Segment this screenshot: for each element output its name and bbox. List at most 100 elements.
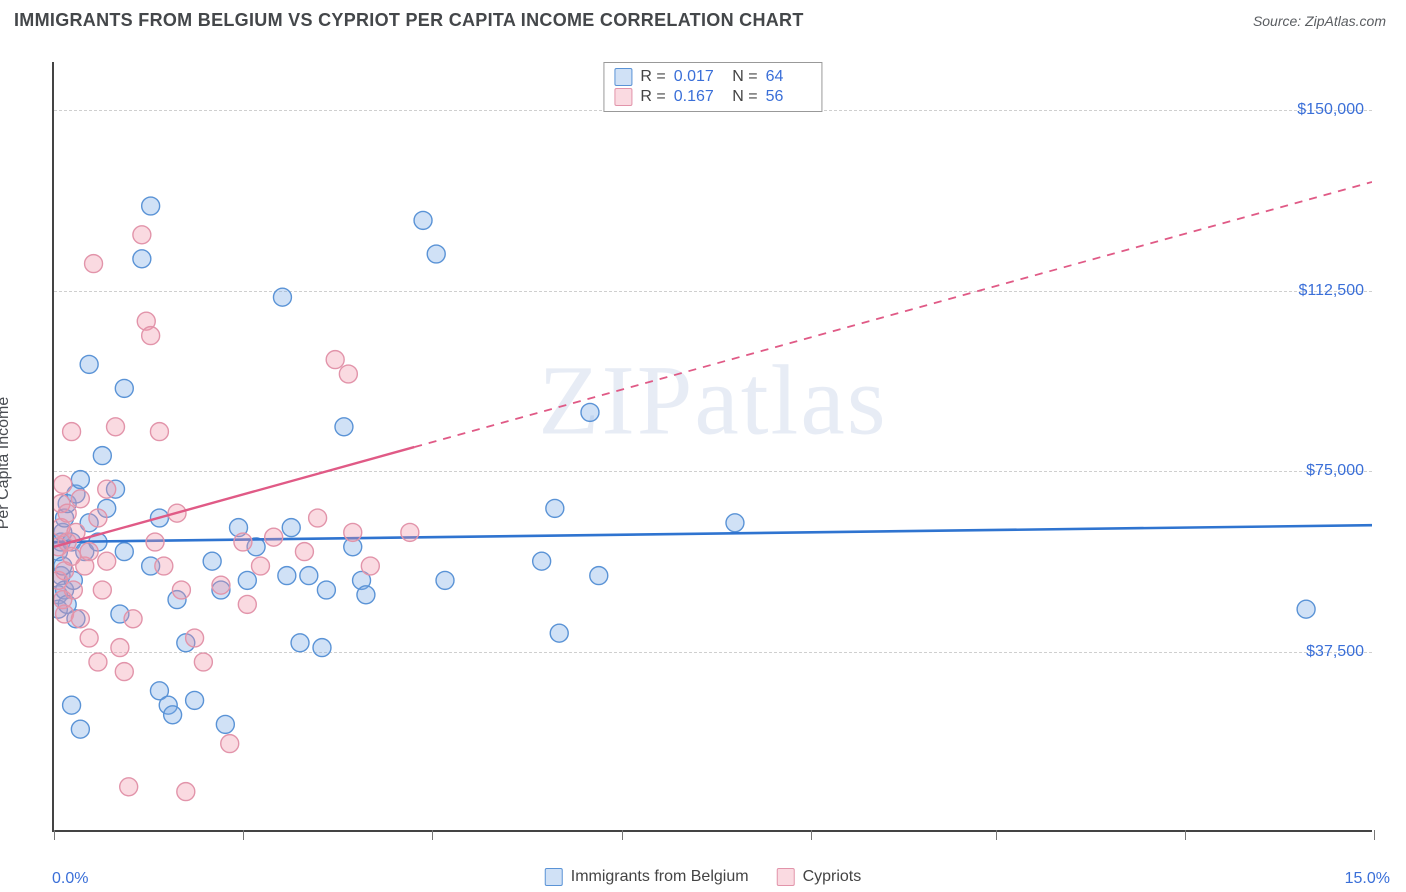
x-tick bbox=[811, 830, 812, 840]
plot-area: ZIPatlas $37,500$75,000$112,500$150,000 … bbox=[52, 62, 1372, 832]
data-point bbox=[172, 581, 190, 599]
data-point bbox=[63, 696, 81, 714]
legend-swatch-series-1 bbox=[614, 68, 632, 86]
data-point bbox=[177, 783, 195, 801]
n-value-series-2: 56 bbox=[766, 88, 812, 106]
data-point bbox=[278, 567, 296, 585]
data-point bbox=[726, 514, 744, 532]
data-point bbox=[64, 581, 82, 599]
data-point bbox=[273, 288, 291, 306]
data-point bbox=[203, 552, 221, 570]
data-point bbox=[238, 571, 256, 589]
series-legend: Immigrants from Belgium Cypriots bbox=[545, 868, 862, 886]
data-point bbox=[54, 475, 72, 493]
data-point bbox=[317, 581, 335, 599]
data-point bbox=[80, 543, 98, 561]
scatter-svg-layer bbox=[54, 62, 1372, 830]
data-point bbox=[115, 379, 133, 397]
data-point bbox=[590, 567, 608, 585]
data-point bbox=[533, 552, 551, 570]
data-point bbox=[115, 543, 133, 561]
n-label: N = bbox=[728, 88, 758, 106]
data-point bbox=[111, 639, 129, 657]
data-point bbox=[291, 634, 309, 652]
data-point bbox=[71, 471, 89, 489]
data-point bbox=[427, 245, 445, 263]
data-point bbox=[234, 533, 252, 551]
data-point bbox=[414, 211, 432, 229]
n-label: N = bbox=[728, 68, 758, 86]
r-label: R = bbox=[640, 88, 665, 106]
x-tick bbox=[54, 830, 55, 840]
correlation-legend-box: R = 0.017 N = 64 R = 0.167 N = 56 bbox=[603, 62, 822, 112]
legend-swatch-series-2 bbox=[614, 88, 632, 106]
data-point bbox=[85, 255, 103, 273]
data-point bbox=[194, 653, 212, 671]
r-value-series-2: 0.167 bbox=[674, 88, 720, 106]
data-point bbox=[546, 499, 564, 517]
data-point bbox=[581, 403, 599, 421]
chart-wrapper: Per Capita Income ZIPatlas $37,500$75,00… bbox=[14, 44, 1392, 882]
data-point bbox=[71, 610, 89, 628]
data-point bbox=[186, 629, 204, 647]
data-point bbox=[142, 327, 160, 345]
r-value-series-1: 0.017 bbox=[674, 68, 720, 86]
n-value-series-1: 64 bbox=[766, 68, 812, 86]
data-point bbox=[146, 533, 164, 551]
data-point bbox=[300, 567, 318, 585]
x-tick bbox=[996, 830, 997, 840]
data-point bbox=[58, 504, 76, 522]
x-tick bbox=[1185, 830, 1186, 840]
data-point bbox=[98, 552, 116, 570]
legend-swatch-icon bbox=[545, 868, 563, 886]
data-point bbox=[115, 663, 133, 681]
data-point bbox=[357, 586, 375, 604]
regression-line-dashed bbox=[414, 182, 1372, 447]
data-point bbox=[155, 557, 173, 575]
data-point bbox=[186, 691, 204, 709]
data-point bbox=[80, 355, 98, 373]
chart-header: IMMIGRANTS FROM BELGIUM VS CYPRIOT PER C… bbox=[0, 0, 1406, 37]
x-tick bbox=[622, 830, 623, 840]
data-point bbox=[282, 519, 300, 537]
r-label: R = bbox=[640, 68, 665, 86]
data-point bbox=[313, 639, 331, 657]
data-point bbox=[326, 351, 344, 369]
data-point bbox=[89, 653, 107, 671]
data-point bbox=[93, 581, 111, 599]
data-point bbox=[339, 365, 357, 383]
legend-label-series-1: Immigrants from Belgium bbox=[571, 868, 749, 886]
data-point bbox=[133, 250, 151, 268]
chart-title: IMMIGRANTS FROM BELGIUM VS CYPRIOT PER C… bbox=[14, 10, 804, 31]
data-point bbox=[71, 720, 89, 738]
y-axis-label: Per Capita Income bbox=[0, 397, 13, 530]
data-point bbox=[124, 610, 142, 628]
data-point bbox=[133, 226, 151, 244]
data-point bbox=[63, 423, 81, 441]
x-axis-min-label: 0.0% bbox=[52, 870, 88, 888]
data-point bbox=[80, 629, 98, 647]
data-point bbox=[401, 523, 419, 541]
legend-swatch-icon bbox=[777, 868, 795, 886]
data-point bbox=[107, 418, 125, 436]
data-point bbox=[252, 557, 270, 575]
data-point bbox=[1297, 600, 1315, 618]
data-point bbox=[436, 571, 454, 589]
data-point bbox=[71, 490, 89, 508]
data-point bbox=[361, 557, 379, 575]
data-point bbox=[550, 624, 568, 642]
legend-item-series-1: Immigrants from Belgium bbox=[545, 868, 749, 886]
data-point bbox=[164, 706, 182, 724]
x-tick bbox=[243, 830, 244, 840]
x-tick bbox=[432, 830, 433, 840]
legend-row-series-2: R = 0.167 N = 56 bbox=[614, 87, 811, 107]
data-point bbox=[265, 528, 283, 546]
data-point bbox=[295, 543, 313, 561]
data-point bbox=[142, 197, 160, 215]
source-attribution: Source: ZipAtlas.com bbox=[1253, 13, 1386, 29]
data-point bbox=[238, 595, 256, 613]
data-point bbox=[120, 778, 138, 796]
legend-row-series-1: R = 0.017 N = 64 bbox=[614, 67, 811, 87]
data-point bbox=[212, 576, 230, 594]
data-point bbox=[98, 480, 116, 498]
